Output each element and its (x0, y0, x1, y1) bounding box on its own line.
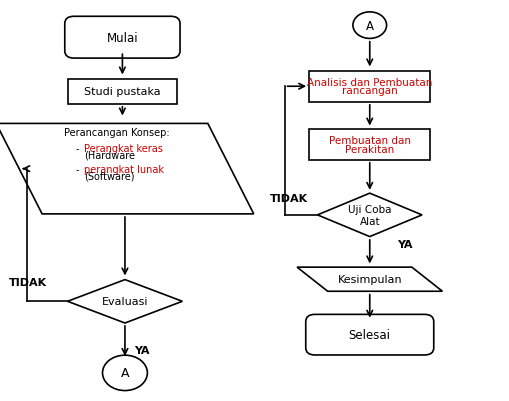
Text: -: - (75, 144, 79, 153)
Polygon shape (296, 267, 442, 292)
Bar (308, 71, 430, 103)
Text: YA: YA (396, 240, 411, 249)
Text: Selesai: Selesai (348, 328, 390, 341)
FancyBboxPatch shape (65, 17, 180, 59)
FancyBboxPatch shape (305, 314, 433, 355)
Text: Pembuatan dan: Pembuatan dan (328, 136, 410, 146)
Text: A: A (121, 367, 129, 379)
Text: (Hardware: (Hardware (84, 151, 135, 160)
Text: Perancangan Konsep:: Perancangan Konsep: (64, 128, 169, 138)
Text: rancangan: rancangan (341, 86, 397, 96)
Text: Perangkat keras: Perangkat keras (84, 144, 163, 153)
Text: Evaluasi: Evaluasi (101, 297, 148, 306)
Text: Kesimpulan: Kesimpulan (337, 275, 401, 284)
Polygon shape (317, 194, 421, 237)
Text: Studi pustaka: Studi pustaka (84, 87, 160, 97)
Text: perangkat lunak: perangkat lunak (84, 164, 164, 174)
Bar (68, 80, 177, 105)
Polygon shape (0, 124, 253, 214)
Text: (Software): (Software) (84, 172, 134, 181)
Text: YA: YA (133, 345, 149, 355)
Text: Mulai: Mulai (106, 32, 138, 45)
Text: -: - (75, 164, 79, 174)
Text: Analisis dan Pembuatan: Analisis dan Pembuatan (306, 78, 432, 88)
Polygon shape (68, 280, 182, 323)
Text: TIDAK: TIDAK (270, 194, 308, 203)
Text: Perakitan: Perakitan (345, 144, 393, 154)
Circle shape (352, 13, 386, 39)
Bar (308, 130, 430, 160)
Text: A: A (365, 20, 373, 32)
Text: Uji Coba
Alat: Uji Coba Alat (347, 205, 391, 226)
Circle shape (102, 355, 147, 391)
Text: TIDAK: TIDAK (9, 278, 47, 288)
